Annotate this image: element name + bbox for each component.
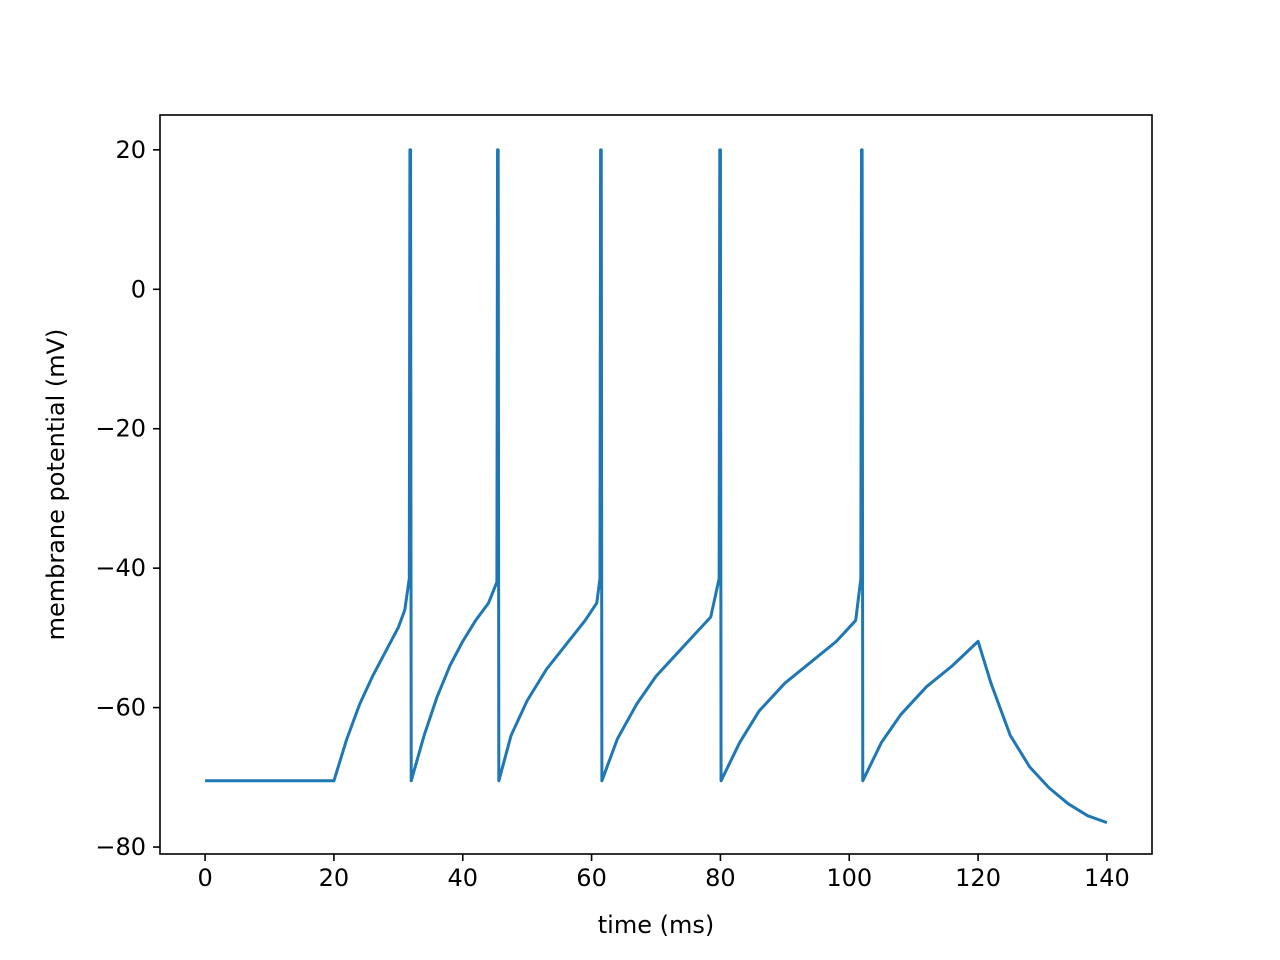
x-tick-label: 140 (1084, 864, 1130, 892)
x-tick-label: 20 (319, 864, 350, 892)
y-axis-ticks: −80 −60 −40 −20 0 20 (95, 136, 160, 861)
x-tick-label: 100 (826, 864, 872, 892)
x-tick-label: 60 (576, 864, 607, 892)
x-tick-label: 40 (447, 864, 478, 892)
y-tick-label: −80 (95, 833, 146, 861)
series-line-0 (205, 148, 1108, 825)
x-axis-ticks: 0 20 40 60 80 100 120 140 (197, 854, 1130, 892)
y-tick-label: −40 (95, 554, 146, 582)
x-tick-label: 80 (705, 864, 736, 892)
plot-area (205, 148, 1108, 825)
y-tick-label: −20 (95, 415, 146, 443)
y-tick-label: 20 (115, 136, 146, 164)
axes-frame (159, 114, 1153, 855)
y-tick-label: −60 (95, 694, 146, 722)
x-tick-label: 120 (955, 864, 1001, 892)
x-tick-label: 0 (197, 864, 212, 892)
y-tick-label: 0 (131, 275, 146, 303)
x-axis-label: time (ms) (598, 911, 714, 939)
y-axis-label: membrane potential (mV) (42, 329, 70, 641)
